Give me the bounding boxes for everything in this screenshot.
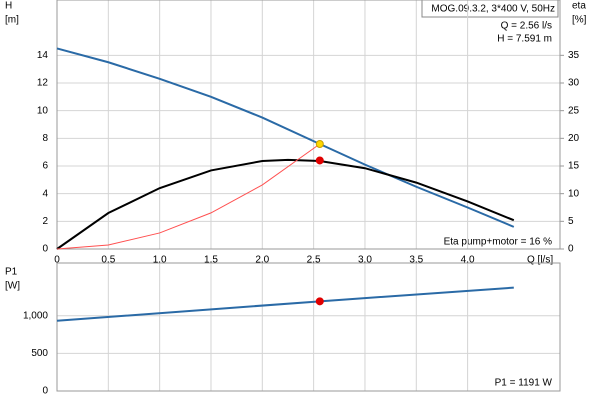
duty-point [315,139,324,148]
curve [56,47,515,228]
y-tick-label: 0 [42,386,48,397]
y2-tick-label: 25 [568,105,580,116]
y-tick-label: 2 [42,216,48,227]
y-unit: [m] [5,15,19,26]
x-tick-label: 0.5 [101,255,115,266]
duty-point [315,297,324,306]
y-tick-label: 14 [37,50,49,61]
x-label: Q [l/s] [527,255,553,266]
x-tick-label: 1.0 [153,255,167,266]
y-tick-label: 1,000 [23,310,48,321]
y-tick-label: 8 [42,133,48,144]
annotation: Q = 2.56 l/s [501,21,552,32]
annotation: P1 = 1191 W [495,378,553,389]
y2-label: eta [572,1,586,12]
duty-point [315,156,324,165]
y-tick-label: 10 [37,105,49,116]
plot-frame [56,0,561,250]
x-tick-label: 0 [54,255,60,266]
y-label: P1 [5,267,18,278]
y-tick-label: 12 [37,78,49,89]
curve [56,143,321,250]
x-tick-label: 4.0 [461,255,475,266]
annotation: Eta pump+motor = 16 % [444,237,553,248]
y2-tick-label: 20 [568,133,580,144]
y2-tick-label: 0 [568,244,574,255]
model: MOG.09.3.2, 3*400 V, 50Hz [431,4,555,15]
x-tick-label: 2.5 [307,255,321,266]
y-label: H [5,1,12,12]
x-tick-label: 3.5 [409,255,423,266]
y2-tick-label: 10 [568,188,580,199]
x-tick-label: 3.0 [358,255,372,266]
y2-unit: [%] [572,15,587,26]
y2-tick-label: 35 [568,50,580,61]
x-tick-label: 2.0 [255,255,269,266]
curve [56,158,515,250]
y-tick-label: 6 [42,161,48,172]
y-tick-label: 0 [42,244,48,255]
y2-tick-label: 30 [568,78,580,89]
model-box [421,0,559,18]
y-tick-label: 4 [42,188,48,199]
y2-tick-label: 15 [568,161,580,172]
annotation: H = 7.591 m [497,34,552,45]
plot-frame [56,262,561,392]
y-tick-label: 500 [31,348,48,359]
y2-tick-label: 5 [568,216,574,227]
y-unit: [W] [5,281,20,292]
x-tick-label: 1.5 [204,255,218,266]
